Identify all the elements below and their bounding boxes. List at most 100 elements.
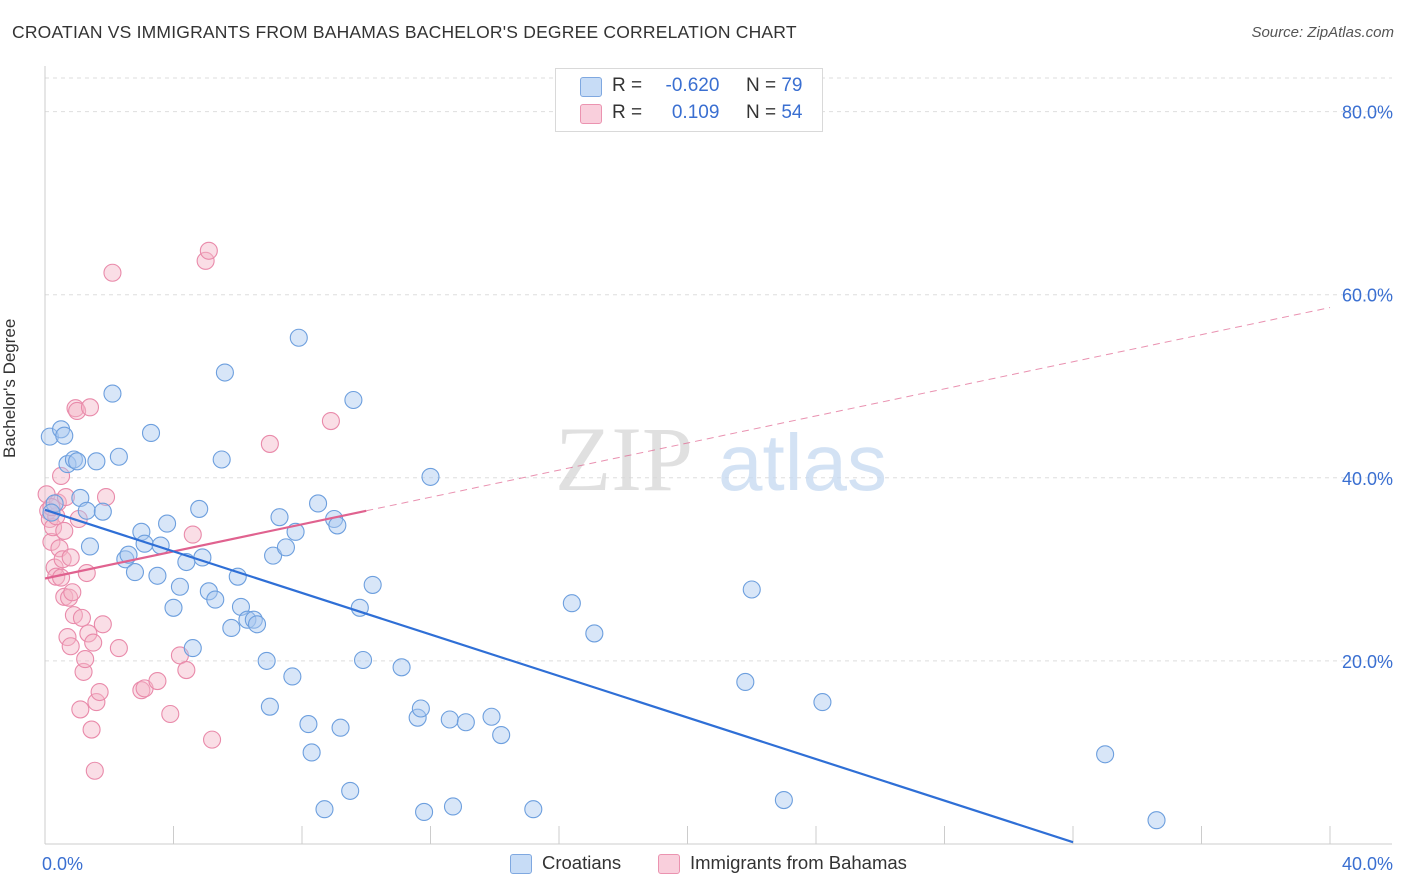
data-point-croatians <box>109 447 128 466</box>
data-point-croatians <box>158 514 177 533</box>
data-point-bahamas <box>43 518 63 537</box>
data-point-croatians <box>260 697 279 716</box>
data-point-croatians <box>206 590 225 609</box>
data-point-bahamas <box>148 671 167 691</box>
data-point-croatians <box>331 718 350 737</box>
data-point-croatians <box>238 610 257 629</box>
data-point-bahamas <box>93 615 112 634</box>
data-point-croatians <box>264 546 283 565</box>
legend-swatch-bahamas <box>580 104 602 124</box>
watermark-zip: ZIP <box>555 408 693 510</box>
data-point-croatians <box>164 598 183 617</box>
data-point-bahamas <box>52 466 71 486</box>
data-point-bahamas <box>79 624 98 643</box>
data-point-bahamas <box>177 661 196 680</box>
data-point-croatians <box>344 390 363 410</box>
gridlines <box>45 77 1392 662</box>
series-croatians-points <box>40 328 1166 830</box>
data-point-croatians <box>392 658 411 677</box>
data-point-croatians <box>299 715 318 734</box>
data-point-bahamas <box>80 398 100 417</box>
data-point-croatians <box>315 800 334 819</box>
data-point-croatians <box>190 499 209 518</box>
data-point-croatians <box>1147 811 1166 830</box>
legend-n-value-croatians: 79 <box>781 75 803 96</box>
data-point-croatians <box>103 384 122 403</box>
data-point-bahamas <box>82 720 101 739</box>
data-point-croatians <box>742 580 761 599</box>
data-point-bahamas <box>77 563 96 583</box>
source-label: Source: ZipAtlas.com <box>1251 24 1394 41</box>
data-point-croatians <box>289 328 308 347</box>
data-point-bahamas <box>60 588 79 607</box>
data-point-croatians <box>328 516 347 535</box>
y-tick-label: 20.0% <box>1342 652 1393 672</box>
data-point-bahamas <box>52 568 71 587</box>
data-point-croatians <box>421 467 440 486</box>
legend-swatch-croatians <box>580 77 602 97</box>
x-tick-label: 40.0% <box>1342 854 1393 874</box>
data-point-croatians <box>77 501 96 520</box>
series-bahamas-points <box>37 241 340 780</box>
data-point-bahamas <box>87 693 106 712</box>
watermark-atlas: atlas <box>718 418 887 507</box>
trend-line-croatians <box>44 508 1074 844</box>
data-point-croatians <box>247 615 267 634</box>
data-point-croatians <box>492 726 511 745</box>
tick-labels: 20.0% 40.0% 60.0% 80.0% 0.0% 40.0% <box>42 103 1393 874</box>
correlation-legend: R = -0.620 N = 79 R = 0.109 N = 54 <box>555 68 823 132</box>
data-point-croatians <box>1096 745 1115 764</box>
data-point-bahamas <box>103 263 122 282</box>
data-point-croatians <box>68 452 87 471</box>
data-point-croatians <box>302 743 321 762</box>
data-point-croatians <box>222 618 241 637</box>
data-point-bahamas <box>321 411 340 431</box>
data-point-croatians <box>341 781 360 800</box>
data-point-croatians <box>87 452 106 471</box>
data-point-bahamas <box>109 639 128 658</box>
data-point-croatians <box>415 802 434 822</box>
data-point-bahamas <box>55 521 74 540</box>
axes <box>44 66 1392 845</box>
data-point-croatians <box>276 538 295 557</box>
data-point-bahamas <box>161 704 180 724</box>
data-point-croatians <box>80 537 100 556</box>
data-point-croatians <box>456 713 475 732</box>
data-point-croatians <box>353 650 373 670</box>
trend-line-bahamas-extension <box>366 307 1331 512</box>
data-point-croatians <box>257 651 276 670</box>
x-tick-label: 0.0% <box>42 854 83 874</box>
chart-title: CROATIAN VS IMMIGRANTS FROM BAHAMAS BACH… <box>12 22 797 42</box>
data-point-croatians <box>148 566 167 585</box>
legend-n-value-bahamas: 54 <box>781 102 803 123</box>
data-point-croatians <box>363 575 382 594</box>
watermark: ZIP atlas <box>555 408 887 510</box>
data-point-croatians <box>524 800 543 819</box>
y-tick-label: 40.0% <box>1342 469 1393 489</box>
data-point-croatians <box>270 508 289 527</box>
data-point-croatians <box>64 450 83 469</box>
data-point-croatians <box>283 667 302 686</box>
legend-r-label: R = <box>612 75 643 96</box>
data-point-croatians <box>562 594 581 613</box>
data-point-bahamas <box>199 241 218 260</box>
legend-swatch-bahamas <box>658 854 680 874</box>
legend-r-value-bahamas: 0.109 <box>671 102 720 123</box>
data-point-croatians <box>443 797 463 816</box>
data-point-bahamas <box>56 487 75 507</box>
trend-line-bahamas <box>44 509 367 580</box>
data-point-bahamas <box>84 633 103 652</box>
data-point-croatians <box>55 426 74 445</box>
data-point-bahamas <box>132 681 151 700</box>
data-point-croatians <box>813 693 832 712</box>
data-point-croatians <box>125 563 144 582</box>
data-point-bahamas <box>183 525 202 544</box>
data-point-croatians <box>141 423 161 443</box>
data-point-croatians <box>183 639 202 658</box>
legend-n-label: N = <box>745 75 777 96</box>
trend-lines <box>366 307 1331 512</box>
data-point-bahamas <box>71 700 90 719</box>
legend-n-label: N = <box>745 102 777 123</box>
data-point-bahamas <box>61 637 80 656</box>
legend-swatch-croatians <box>510 854 532 874</box>
